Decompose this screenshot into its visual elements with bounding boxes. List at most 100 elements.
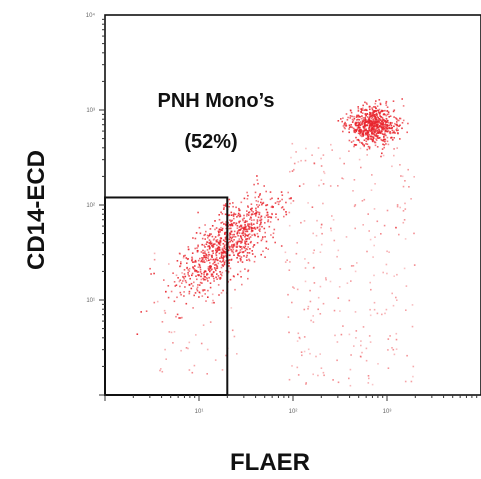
event-point [386, 125, 388, 128]
event-point [370, 189, 373, 191]
event-point [244, 236, 246, 238]
event-point [191, 256, 193, 259]
event-point [395, 296, 397, 299]
event-point [402, 221, 405, 224]
x-axis-ticks: 10¹ 10² 10³ [104, 395, 478, 415]
event-point [181, 282, 183, 284]
event-point [364, 119, 367, 122]
event-point [305, 147, 307, 150]
event-point [199, 271, 202, 273]
event-point [384, 138, 386, 141]
event-point [302, 183, 305, 185]
event-point [265, 214, 268, 217]
event-point [256, 227, 259, 229]
event-point [322, 371, 325, 374]
event-point [395, 338, 398, 341]
event-point [277, 197, 279, 200]
event-point [278, 201, 280, 203]
event-point [220, 226, 222, 229]
x-axis-label: FLAER [230, 449, 310, 476]
event-point [145, 310, 148, 312]
event-point [250, 208, 252, 211]
event-point [236, 225, 239, 227]
event-point [257, 206, 259, 208]
event-point [373, 126, 375, 129]
event-point [368, 130, 371, 132]
event-point [249, 248, 251, 250]
event-point [257, 182, 259, 185]
event-point [348, 299, 351, 302]
event-point [374, 131, 376, 134]
event-point [257, 200, 259, 203]
event-point [245, 238, 248, 241]
event-point [150, 273, 152, 275]
event-point [397, 129, 399, 131]
event-point [353, 128, 356, 130]
event-point [182, 275, 184, 278]
event-point [365, 121, 367, 123]
event-point [202, 261, 204, 263]
event-point [254, 196, 256, 199]
event-point [230, 237, 233, 240]
event-point [372, 110, 375, 113]
event-point [323, 374, 325, 377]
event-point [232, 246, 235, 248]
event-point [223, 245, 226, 248]
event-point [280, 191, 283, 193]
event-point [238, 220, 240, 223]
event-point [204, 233, 206, 236]
event-point [361, 122, 363, 124]
event-point [208, 254, 211, 256]
event-point [188, 275, 190, 277]
event-point [231, 246, 233, 249]
event-point [255, 215, 257, 217]
event-point [231, 236, 234, 238]
event-point [372, 115, 374, 117]
event-point [153, 301, 156, 304]
event-point [197, 271, 200, 273]
event-point [206, 234, 209, 237]
event-point [393, 148, 395, 150]
event-point [257, 216, 260, 219]
event-point [292, 200, 295, 202]
event-point [243, 221, 246, 224]
event-point [382, 118, 384, 121]
event-point [224, 254, 227, 257]
event-point [242, 230, 245, 233]
event-point [199, 265, 201, 267]
event-point [337, 297, 340, 299]
event-point [348, 150, 350, 152]
event-point [258, 225, 261, 228]
event-point [348, 139, 351, 142]
event-point [236, 245, 238, 247]
event-point [378, 137, 380, 139]
event-point [385, 308, 388, 311]
event-point [209, 233, 211, 235]
event-point [179, 317, 182, 319]
event-point [184, 254, 186, 257]
event-point [264, 216, 266, 219]
event-point [288, 197, 291, 200]
event-point [340, 118, 342, 120]
event-point [222, 257, 224, 259]
event-point [401, 122, 404, 124]
x-tick-label: 10² [289, 409, 298, 415]
event-point [205, 243, 208, 245]
event-point [330, 227, 332, 230]
event-point [351, 126, 353, 129]
event-point [404, 180, 406, 182]
event-point [352, 265, 355, 267]
event-point [384, 125, 386, 128]
event-point [253, 219, 255, 221]
event-point [272, 232, 275, 235]
event-point [256, 232, 259, 235]
event-point [205, 300, 207, 302]
event-point [372, 137, 375, 139]
event-point [224, 233, 226, 235]
event-point [336, 359, 338, 362]
event-point [399, 206, 401, 209]
event-point [307, 308, 309, 310]
event-point [195, 334, 197, 336]
event-point [222, 251, 225, 253]
event-point [235, 249, 238, 251]
